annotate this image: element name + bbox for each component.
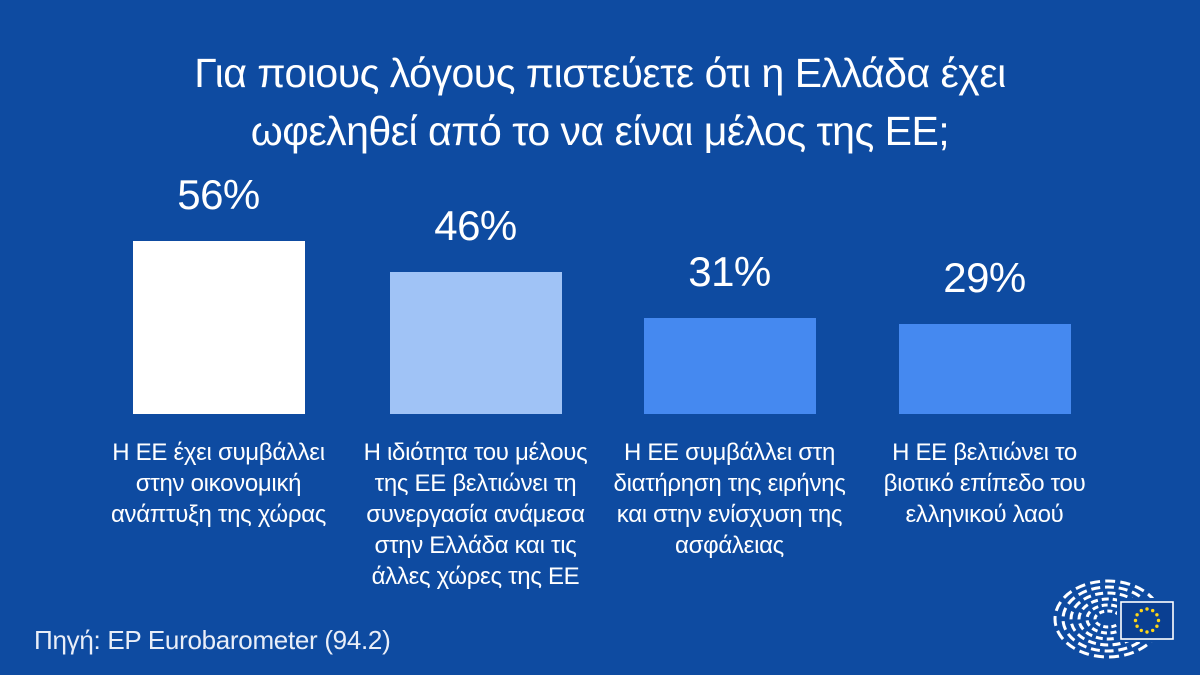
bar-stack-2: 46%: [358, 0, 593, 414]
bar-category-label-4: Η ΕΕ βελτιώνει το βιοτικό επίπεδο του ελ…: [883, 439, 1086, 528]
bar-value-label-2: 46%: [434, 202, 517, 249]
source-text: Πηγή: EP Eurobarometer (94.2): [34, 625, 391, 655]
bar-column-4: 29% Η ΕΕ βελτιώνει το βιοτικό επίπεδο το…: [867, 0, 1102, 530]
bar-3: [643, 318, 816, 414]
bar-category-label-3: Η ΕΕ συμβάλλει στη διατήρηση της ειρήνης…: [613, 439, 846, 559]
bar-column-1: 56% Η ΕΕ έχει συμβάλλει στην οικονομική …: [101, 0, 336, 530]
bar-category-label-1: Η ΕΕ έχει συμβάλλει στην οικονομική ανάπ…: [110, 439, 327, 528]
bar-category-label-2: Η ιδιότητα του μέλους της ΕΕ βελτιώνει τ…: [363, 439, 588, 590]
bar-stack-1: 56%: [101, 0, 336, 414]
bar-stack-3: 31%: [612, 0, 847, 414]
eu-flag-stars: [1133, 607, 1161, 634]
bar-column-2: 46% Η ιδιότητα του μέλους της ΕΕ βελτιών…: [358, 0, 593, 592]
bar-value-label-1: 56%: [177, 171, 260, 218]
bar-stack-4: 29%: [867, 0, 1102, 414]
chart-title: Για ποιους λόγους πιστεύετε ότι η Ελλάδα…: [0, 44, 1200, 160]
bar-2: [389, 272, 562, 414]
european-parliament-logo: [1053, 579, 1177, 659]
bar-1: [132, 241, 305, 414]
chart-title-line2: ωφεληθεί από το να είναι μέλος της ΕΕ;: [250, 108, 950, 154]
bar-value-label-3: 31%: [688, 248, 771, 295]
bar-value-label-4: 29%: [943, 254, 1026, 301]
bar-column-3: 31% Η ΕΕ συμβάλλει στη διατήρηση της ειρ…: [612, 0, 847, 561]
bar-4: [898, 324, 1071, 414]
chart-title-line1: Για ποιους λόγους πιστεύετε ότι η Ελλάδα…: [194, 50, 1006, 96]
